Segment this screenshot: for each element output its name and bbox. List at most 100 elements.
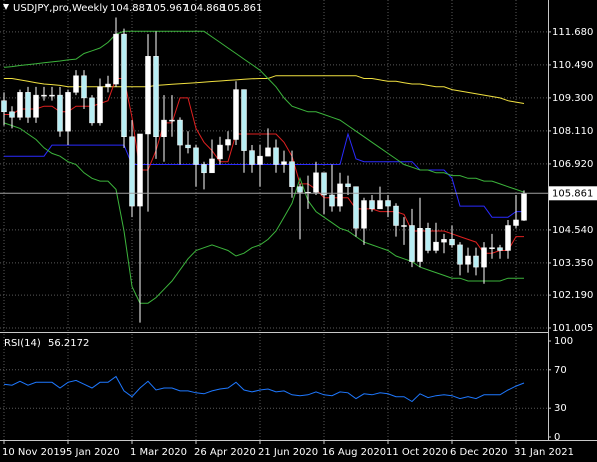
candle-body xyxy=(89,97,95,124)
x-tick-label: 1 Mar 2020 xyxy=(130,447,187,458)
indicator-line xyxy=(3,30,525,193)
current-price-box xyxy=(549,186,597,201)
x-tick-label: 16 Aug 2020 xyxy=(322,447,386,458)
candle-body xyxy=(9,111,15,118)
candle-body xyxy=(481,247,487,268)
indicator-line xyxy=(3,122,524,304)
candle-body xyxy=(241,89,247,151)
candle-body xyxy=(185,144,191,149)
candle-body xyxy=(425,228,431,251)
candle-body xyxy=(153,56,159,137)
candle-body xyxy=(489,247,495,249)
candle-body xyxy=(281,161,287,165)
rsi-title: RSI(14) xyxy=(4,338,41,349)
candle-body xyxy=(257,155,263,165)
candle-body xyxy=(473,255,479,268)
candle-body xyxy=(97,86,103,124)
ohlc-open: 104.887 xyxy=(110,3,151,14)
candle-body xyxy=(25,92,31,118)
candle-body xyxy=(377,200,383,210)
rsi-line xyxy=(3,375,525,403)
rsi-tick-label: 0 xyxy=(554,432,560,443)
candle-body xyxy=(65,92,71,132)
candle-body xyxy=(297,186,303,193)
y-tick-label: 106.920 xyxy=(552,159,593,170)
candle-body xyxy=(273,147,279,165)
candle-body xyxy=(505,225,511,251)
candle-body xyxy=(33,94,39,118)
candle-body xyxy=(217,144,223,160)
x-tick-label: 5 Jan 2020 xyxy=(66,447,120,458)
candle-body xyxy=(105,83,111,88)
candle-body xyxy=(521,193,527,221)
candle-body xyxy=(81,75,87,99)
rsi-tick-label: 70 xyxy=(554,365,567,376)
candle-body xyxy=(313,172,319,193)
candle-body xyxy=(417,228,423,262)
candle-body xyxy=(73,75,79,93)
candle-body xyxy=(369,200,375,210)
ohlc-low: 104.868 xyxy=(184,3,225,14)
y-tick-label: 104.540 xyxy=(552,225,593,236)
mark-layer xyxy=(0,17,548,403)
candle-body xyxy=(209,158,215,174)
candle-body xyxy=(393,205,399,226)
candle-body xyxy=(169,119,175,122)
current-price-label: 105.861 xyxy=(552,188,593,199)
candle-body xyxy=(113,33,119,85)
candle-body xyxy=(409,225,415,262)
x-tick-label: 31 Jan 2021 xyxy=(514,447,574,458)
candle-body xyxy=(465,255,471,265)
candle-body xyxy=(353,186,359,229)
x-tick-label: 26 Apr 2020 xyxy=(194,447,256,458)
candle-body xyxy=(361,200,367,229)
candle-body xyxy=(497,247,503,251)
candle-body xyxy=(441,239,447,243)
candle-body xyxy=(345,183,351,187)
y-tick-label: 103.350 xyxy=(552,258,593,269)
candle-body xyxy=(49,94,55,97)
y-tick-label: 109.300 xyxy=(552,93,593,104)
x-tick-label: 21 Jun 2020 xyxy=(258,447,318,458)
rsi-tick-label: 30 xyxy=(554,403,567,414)
candle-body xyxy=(41,94,47,97)
candle-body xyxy=(337,183,343,207)
candle-body xyxy=(321,172,327,196)
candle-body xyxy=(161,119,167,137)
y-tick-label: 101.005 xyxy=(552,323,593,334)
candle-body xyxy=(17,92,23,118)
candle-body xyxy=(433,241,439,251)
candle-body xyxy=(233,89,239,140)
candle-body xyxy=(201,164,207,174)
indicator-line xyxy=(4,132,524,218)
candle-body xyxy=(193,147,199,165)
y-tick-label: 108.110 xyxy=(552,126,593,137)
candle-body xyxy=(385,200,391,207)
y-tick-label: 110.490 xyxy=(552,60,593,71)
candle-body xyxy=(121,33,127,137)
candle-body xyxy=(289,161,295,187)
ohlc-high: 105.967 xyxy=(147,3,188,14)
candle-body xyxy=(249,150,255,165)
ohlc-close: 105.861 xyxy=(221,3,262,14)
y-tick-label: 102.190 xyxy=(552,290,593,301)
candle-body xyxy=(57,94,63,132)
candle-body xyxy=(1,100,7,113)
y-tick-label: 111.680 xyxy=(552,27,593,38)
candle-body xyxy=(401,225,407,227)
candle-body xyxy=(449,239,455,246)
indicator-line xyxy=(4,75,525,104)
candle-body xyxy=(129,136,135,207)
candle-body xyxy=(457,244,463,265)
symbol-icon xyxy=(3,4,9,10)
grid-layer xyxy=(0,0,548,440)
candle-body xyxy=(145,56,151,135)
candle-body xyxy=(265,147,271,157)
chart-title: USDJPY,pro,Weekly xyxy=(13,3,108,14)
x-tick-label: 10 Nov 2019 xyxy=(2,447,66,458)
candle-body xyxy=(137,133,143,207)
x-tick-label: 6 Dec 2020 xyxy=(450,447,508,458)
